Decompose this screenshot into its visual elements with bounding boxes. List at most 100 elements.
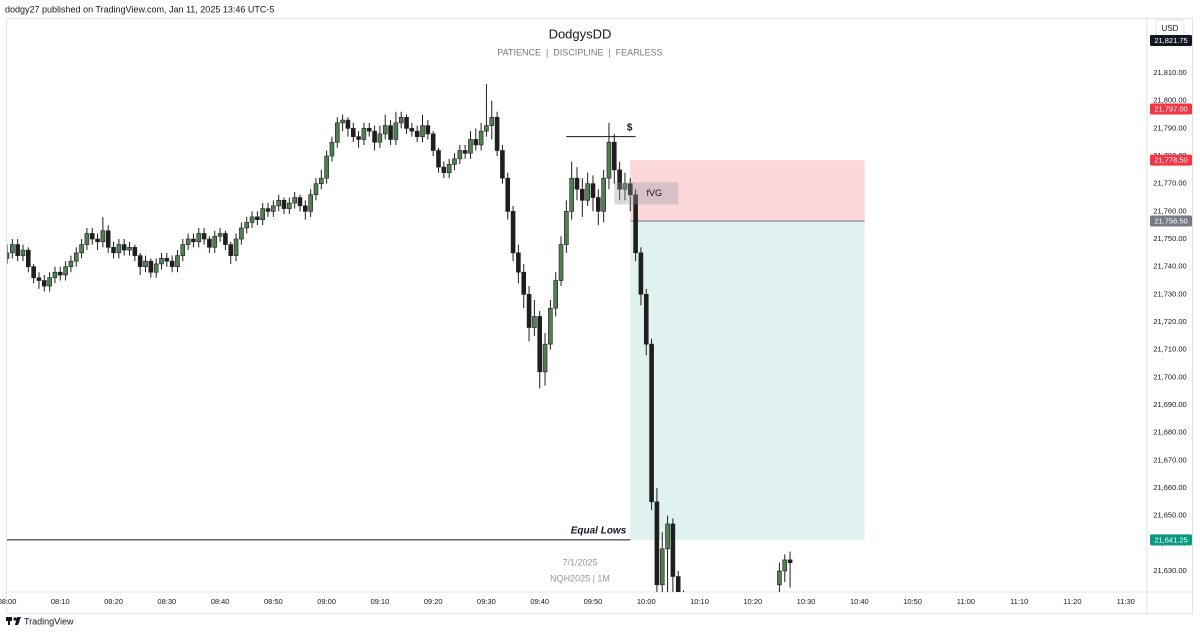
publish-header: dodgy27 published on TradingView.com, Ja… (5, 4, 274, 14)
y-tick-label: 21,710.00 (1153, 345, 1186, 354)
candle-body (15, 244, 20, 256)
candle-body (361, 128, 367, 140)
candle-body (271, 205, 276, 212)
candle-body (350, 128, 356, 137)
x-tick-label: 09:20 (424, 597, 443, 606)
stop-zone (630, 160, 865, 222)
price-tag (1150, 35, 1192, 47)
candle-body (484, 125, 489, 132)
candle-body (116, 244, 122, 254)
candle-body (313, 183, 319, 196)
candle-body (260, 208, 266, 220)
candle-body (409, 128, 415, 132)
candle-body (548, 307, 553, 345)
candle-body (521, 271, 527, 295)
x-tick-label: 10:30 (797, 597, 816, 606)
axes: 21,630.0021,640.0021,650.0021,660.0021,6… (0, 35, 1192, 606)
candle-body (26, 249, 31, 267)
candle-body (590, 183, 596, 198)
y-tick-label: 21,680.00 (1153, 428, 1186, 437)
candle-body (633, 194, 638, 254)
candle-body (73, 252, 79, 262)
y-tick-label: 21,650.00 (1153, 511, 1186, 520)
y-tick-label: 21,790.00 (1153, 123, 1186, 132)
chart-subtitle: PATIENCE | DISCIPLINE | FEARLESS (497, 47, 662, 57)
candle-body (175, 255, 180, 267)
price-tag (1150, 534, 1192, 546)
candle-body (659, 548, 665, 586)
candle-body (292, 197, 297, 204)
candle-body (265, 208, 271, 212)
x-tick-label: 08:10 (51, 597, 70, 606)
x-tick-label: 10:00 (637, 597, 656, 606)
x-tick-label: 10:10 (690, 597, 709, 606)
candle-body (329, 141, 335, 157)
candle-body (558, 244, 564, 281)
x-tick-label: 09:50 (584, 597, 603, 606)
candle-body (782, 559, 788, 572)
candle-body (601, 177, 606, 212)
candle-body (532, 316, 537, 328)
fvg-box (614, 182, 679, 205)
plot-area: 7/1/2025 NQH2025 | 1M Equal Lows $ fVG (7, 84, 865, 592)
x-tick-label: 11:00 (957, 597, 975, 606)
candle-body (489, 117, 495, 126)
candle-body (185, 238, 191, 245)
candle-body (239, 227, 244, 240)
watermark: 7/1/2025 (562, 557, 597, 567)
candle-body (340, 119, 345, 124)
candle-body (505, 177, 511, 212)
candle-body (627, 183, 633, 196)
candle-body (580, 188, 585, 201)
candle-body (334, 122, 340, 143)
candle-body (393, 122, 399, 140)
candle-body (526, 294, 532, 328)
candle-body (345, 119, 351, 129)
x-tick-label: 08:20 (104, 597, 123, 606)
candle-body (542, 343, 548, 373)
candle-body (180, 244, 186, 256)
equal-lows-label: Equal Lows (571, 525, 627, 536)
candle-body (675, 576, 681, 592)
candle-body (473, 139, 479, 146)
candle-body (249, 216, 255, 223)
x-tick-label: 11:10 (1010, 597, 1028, 606)
candle-body (324, 155, 329, 179)
candle-body (441, 166, 447, 173)
y-tick-label: 21,740.00 (1153, 262, 1186, 271)
candle-body (196, 233, 202, 243)
candle-body (654, 501, 660, 586)
price-tag (1150, 215, 1192, 227)
x-tick-label: 11:20 (1063, 597, 1081, 606)
candle-body (281, 199, 287, 209)
candle-body (228, 244, 234, 256)
x-tick-label: 09:00 (317, 597, 336, 606)
y-tick-label: 21,800.00 (1153, 96, 1186, 105)
candle-body (611, 141, 617, 171)
candle-body (287, 202, 292, 209)
candle-body (388, 125, 393, 140)
candle-body (63, 266, 68, 276)
x-tick-label: 09:30 (477, 597, 496, 606)
candle-body (10, 244, 15, 254)
candle-body (143, 260, 148, 267)
candle-body (404, 117, 409, 129)
x-tick-label: 08:40 (211, 597, 230, 606)
candle-body (574, 177, 580, 190)
chart-title: DodgysDD (549, 26, 612, 41)
candle-body (787, 559, 793, 563)
candle-body (217, 233, 223, 237)
y-tick-label: 21,730.00 (1153, 289, 1186, 298)
candle-body (57, 271, 63, 276)
price-tag-label: 21,778.50 (1154, 156, 1187, 165)
x-tick-label: 08:50 (264, 597, 283, 606)
y-tick-label: 21,660.00 (1153, 483, 1186, 492)
y-tick-label: 21,670.00 (1153, 455, 1186, 464)
candle-body (649, 343, 654, 503)
candle-body (446, 164, 452, 173)
candle-body (462, 150, 468, 154)
candle-body (169, 260, 175, 267)
candle-body (148, 260, 154, 273)
candle-body (622, 183, 628, 190)
